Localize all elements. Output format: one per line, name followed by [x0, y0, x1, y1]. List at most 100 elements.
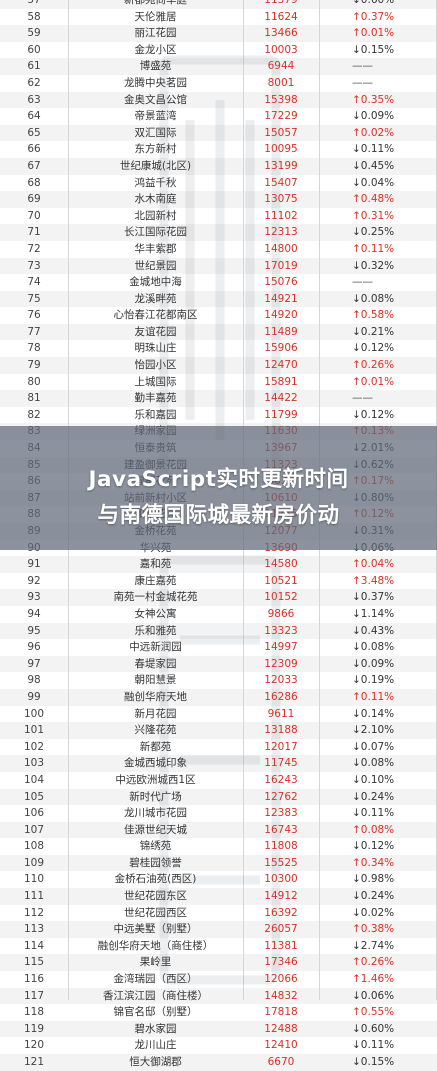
community-name: 新月花园 [134, 707, 177, 720]
community-name: 乐和雅苑 [134, 624, 177, 637]
community-name: 佳源世纪天城 [124, 823, 187, 836]
price-value: 12470 [264, 359, 298, 372]
table-row: 106 龙川城市花园 12383 ↓0.11% [0, 805, 437, 822]
price-value: 12309 [264, 657, 298, 670]
price-value: 17229 [264, 110, 298, 123]
price-change: ↑1.46% [352, 973, 395, 986]
community-name: 世纪花园东区 [124, 890, 187, 903]
community-name: 明珠山庄 [134, 342, 177, 355]
row-number: 102 [23, 740, 45, 753]
table-row: 65 双汇国际 15057 ↑0.02% [0, 124, 437, 142]
table-row: 81 勤丰嘉苑 14422 —— [0, 390, 437, 407]
table-row: 70 北园新村 11102 ↑0.31% [0, 207, 437, 225]
price-change: ↓0.14% [352, 707, 395, 720]
price-change: —— [352, 392, 373, 405]
price-change: ↓2.74% [352, 939, 395, 952]
row-number: 81 [27, 392, 41, 405]
price-value: 9866 [267, 607, 295, 620]
row-number: 79 [27, 359, 41, 372]
table-row: 63 金奥文昌公馆 15398 ↑0.35% [0, 91, 437, 109]
price-value: 17346 [264, 956, 298, 969]
row-number: 118 [23, 1006, 45, 1019]
table-row: 94 女神公寓 9866 ↓1.14% [0, 605, 437, 623]
row-number: 59 [27, 27, 41, 40]
row-number: 71 [27, 226, 41, 239]
table-row: 66 东方新村 10095 ↓0.11% [0, 141, 437, 158]
price-value: 10003 [264, 43, 298, 56]
row-number: 68 [27, 176, 41, 189]
price-change: ↑3.48% [352, 574, 395, 587]
community-name: 果岭里 [139, 956, 172, 969]
community-name: 锦官名邸（别墅） [113, 1006, 198, 1019]
table-row: 92 康庄嘉苑 10521 ↑3.48% [0, 572, 437, 590]
table-row: 62 龙腾中央茗园 8001 —— [0, 74, 437, 92]
table-row: 57 新都苑尚华庭 11379 ↓0.60% [0, 0, 437, 9]
price-value: 9611 [267, 707, 295, 720]
community-name: 东方新村 [134, 143, 177, 156]
price-change: ↓2.10% [352, 724, 395, 737]
community-name: 中远新润园 [129, 641, 182, 654]
price-value: 11102 [264, 209, 298, 222]
price-value: 8001 [267, 76, 295, 89]
banner-title-line1: JavaScript实时更新时间 [88, 467, 349, 492]
community-name: 双汇国际 [134, 126, 177, 139]
row-number: 78 [27, 342, 41, 355]
community-name: 勤丰嘉苑 [134, 392, 177, 405]
row-number: 107 [23, 823, 45, 836]
table-row: 80 上城国际 15891 ↑0.01% [0, 373, 437, 391]
row-number: 120 [23, 1039, 45, 1052]
table-row: 96 中远新润园 14997 ↓0.08% [0, 639, 437, 656]
price-change: ↓0.12% [352, 342, 395, 355]
price-value: 12066 [264, 973, 298, 986]
price-value: 26057 [264, 923, 298, 936]
price-change: ↓0.45% [352, 159, 395, 172]
price-value: 12017 [264, 740, 298, 753]
price-value: 15891 [264, 375, 298, 388]
community-name: 金城西城印象 [124, 757, 187, 770]
price-value: 11624 [264, 10, 298, 23]
price-change: ↑0.58% [352, 309, 395, 322]
price-change: ↓0.12% [352, 840, 395, 853]
price-change: ↑0.37% [352, 10, 395, 23]
community-name: 中远欧洲城西1区 [115, 773, 196, 786]
row-number: 94 [27, 607, 41, 620]
price-value: 6670 [267, 1056, 295, 1068]
community-name: 上城国际 [134, 375, 177, 388]
price-value: 14921 [264, 292, 298, 305]
row-number: 110 [23, 873, 45, 886]
price-change: ↓0.11% [352, 1039, 395, 1052]
table-row: 97 春堤家园 12309 ↓0.09% [0, 655, 437, 673]
row-number: 99 [27, 690, 41, 703]
price-value: 10300 [264, 873, 298, 886]
table-row: 109 碧桂园领誉 15525 ↑0.34% [0, 854, 437, 872]
row-number: 75 [27, 292, 41, 305]
community-name: 嘉和苑 [139, 558, 172, 571]
community-name: 南苑一村金城花苑 [113, 591, 198, 604]
community-name: 世纪景园 [134, 259, 177, 272]
row-number: 80 [27, 375, 41, 388]
community-name: 新都苑 [139, 740, 172, 753]
table-row: 64 帝景蓝湾 17229 ↓0.09% [0, 108, 437, 125]
community-name: 香江滨江园（商住楼） [103, 989, 208, 1002]
community-name: 龙腾中央茗园 [124, 76, 187, 89]
community-name: 朝阳慧景 [134, 674, 177, 687]
title-banner: JavaScript实时更新时间 与南德国际城最新房价动 [0, 426, 437, 550]
table-row: 115 果岭里 17346 ↑0.26% [0, 954, 437, 972]
table-row: 119 碧水家园 12488 ↓0.60% [0, 1020, 437, 1038]
price-value: 6944 [267, 60, 295, 73]
row-number: 100 [23, 707, 45, 720]
table-row: 113 中远美墅（别墅） 26057 ↑0.38% [0, 921, 437, 938]
table-row: 58 天伦雅居 11624 ↑0.37% [0, 8, 437, 26]
table-row: 68 鸿益千秋 15407 ↓0.04% [0, 174, 437, 192]
price-change: —— [352, 276, 373, 289]
table-row: 117 香江滨江园（商住楼） 14832 ↓0.06% [0, 987, 437, 1005]
price-change: ↑0.31% [352, 209, 395, 222]
row-number: 72 [27, 242, 41, 255]
table-row: 78 明珠山庄 15906 ↓0.12% [0, 340, 437, 358]
table-row: 105 新时代广场 12762 ↓0.24% [0, 788, 437, 806]
table-row: 104 中远欧洲城西1区 16243 ↓0.10% [0, 771, 437, 789]
community-name: 水木南庭 [134, 193, 177, 206]
community-name: 北园新村 [134, 209, 177, 222]
row-number: 73 [27, 259, 41, 272]
row-number: 82 [27, 408, 41, 421]
